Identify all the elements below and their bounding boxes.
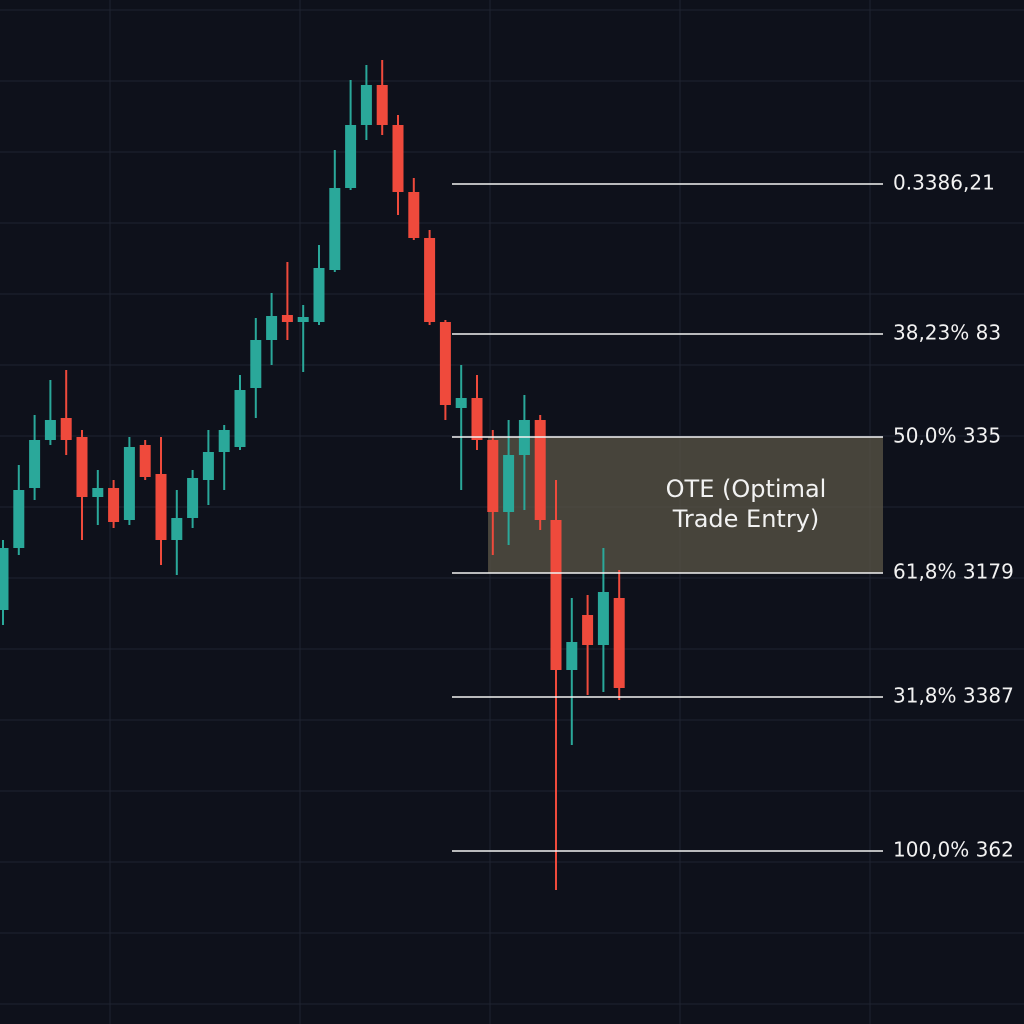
level-label: 38,23% 83 bbox=[893, 321, 1001, 345]
level-label: 0.3386,21 bbox=[893, 171, 995, 195]
candle-body bbox=[139, 445, 151, 477]
candle-body bbox=[29, 440, 41, 488]
candle-body bbox=[234, 390, 246, 447]
candle-body bbox=[376, 85, 388, 125]
candle-body bbox=[171, 518, 183, 540]
candle-body bbox=[250, 340, 262, 388]
candle-body bbox=[408, 192, 420, 238]
level-label: 61,8% 3179 bbox=[893, 560, 1014, 584]
candle-body bbox=[566, 642, 578, 670]
candle-body bbox=[60, 418, 72, 440]
candle-body bbox=[439, 322, 451, 405]
candle-body bbox=[13, 490, 25, 548]
candle-body bbox=[108, 488, 120, 522]
candle-body bbox=[187, 478, 199, 518]
candle-body bbox=[471, 398, 483, 440]
candle-body bbox=[550, 520, 562, 670]
candle-body bbox=[329, 188, 341, 270]
candle-body bbox=[313, 268, 325, 322]
candle-body bbox=[44, 420, 56, 440]
candle-body bbox=[360, 85, 372, 125]
candle-body bbox=[582, 615, 594, 645]
level-label: 100,0% 362 bbox=[893, 838, 1014, 862]
candle-body bbox=[613, 598, 625, 688]
candle-body bbox=[503, 455, 515, 512]
candle-body bbox=[123, 447, 135, 520]
candle-body bbox=[155, 474, 167, 540]
level-label: 50,0% 335 bbox=[893, 424, 1001, 448]
candle-body bbox=[0, 548, 9, 610]
candle-body bbox=[597, 592, 609, 645]
candle-body bbox=[76, 437, 88, 497]
candle-body bbox=[534, 420, 546, 520]
candle-body bbox=[455, 398, 467, 408]
candle-body bbox=[424, 238, 436, 322]
candle-body bbox=[266, 316, 278, 340]
candle-body bbox=[297, 317, 309, 322]
candle-body bbox=[218, 430, 230, 452]
candle-body bbox=[92, 488, 104, 497]
level-label: 31,8% 3387 bbox=[893, 684, 1014, 708]
zone-label: Trade Entry) bbox=[672, 505, 820, 533]
candle-body bbox=[487, 440, 499, 512]
candle-body bbox=[392, 125, 404, 192]
candle-body bbox=[202, 452, 214, 480]
candle-body bbox=[281, 315, 293, 322]
zone-label: OTE (Optimal bbox=[666, 475, 827, 503]
candle-body bbox=[345, 125, 357, 188]
